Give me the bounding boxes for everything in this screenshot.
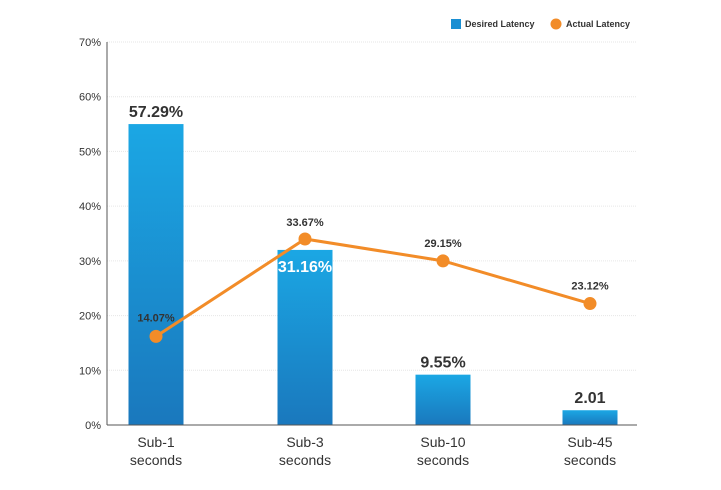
line-point <box>149 329 163 343</box>
bar <box>128 124 184 426</box>
line-value-label: 29.15% <box>424 238 462 250</box>
bar-series: 57.29% 31.16% 9.55% 2.01 <box>128 104 618 426</box>
y-tick-label: 20% <box>79 311 101 323</box>
gridlines <box>107 41 637 371</box>
y-tick-label: 50% <box>79 146 101 158</box>
x-category-label: Sub-10 <box>420 434 465 450</box>
legend: Desired Latency Actual Latency <box>451 18 630 30</box>
legend-swatch-desired <box>451 19 461 29</box>
y-tick-label: 30% <box>79 256 101 268</box>
line-value-label: 14.07% <box>137 312 175 324</box>
line-value-label: 23.12% <box>571 281 609 293</box>
legend-label-actual: Actual Latency <box>566 19 630 29</box>
x-category-label: seconds <box>279 452 331 468</box>
y-tick-label: 60% <box>79 92 101 104</box>
bar <box>277 249 333 425</box>
line-point <box>436 254 450 268</box>
y-tick-label: 70% <box>79 37 101 49</box>
bar-value-label: 9.55% <box>420 355 465 372</box>
bar-value-label: 31.16% <box>278 259 332 276</box>
line-value-label: 33.67% <box>286 217 324 229</box>
bar-value-label: 57.29% <box>129 104 183 121</box>
y-tick-label: 40% <box>79 201 101 213</box>
x-category-label: Sub-1 <box>137 434 175 450</box>
y-tick-label: 0% <box>85 420 101 432</box>
y-axis-ticks: 0% 10% 20% 30% 40% 50% 60% 70% <box>79 37 101 432</box>
bar-value-label: 2.01 <box>574 390 605 407</box>
legend-label-desired: Desired Latency <box>465 19 535 29</box>
actual-latency-line <box>155 237 591 338</box>
x-category-label: seconds <box>564 452 616 468</box>
y-tick-label: 10% <box>79 365 101 377</box>
line-point <box>298 232 312 246</box>
x-category-label: Sub-3 <box>286 434 324 450</box>
legend-swatch-actual <box>550 18 562 30</box>
bar <box>562 410 618 425</box>
x-category-label: seconds <box>130 452 182 468</box>
bar <box>415 374 471 425</box>
line-series: 14.07% 33.67% 29.15% 23.12% <box>137 217 609 343</box>
line-point <box>583 297 597 311</box>
x-category-label: seconds <box>417 452 469 468</box>
x-axis-categories: Sub-1 seconds Sub-3 seconds Sub-10 seconds Sub… <box>130 434 616 468</box>
x-category-label: Sub-45 <box>567 434 612 450</box>
